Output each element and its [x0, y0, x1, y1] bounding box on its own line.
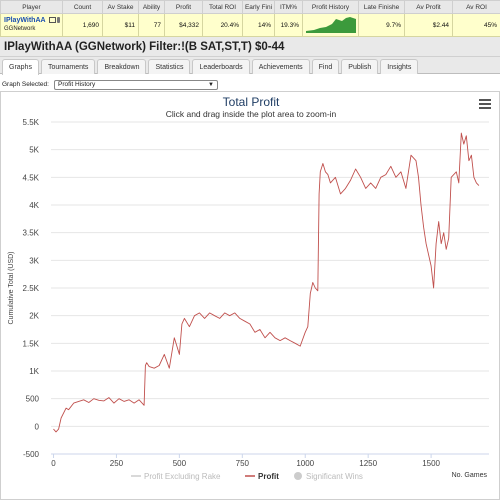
y-tick-label: 2K [29, 312, 39, 321]
col-header-av-roi[interactable]: Av ROI [452, 0, 500, 14]
tab-tournaments[interactable]: Tournaments [40, 59, 96, 74]
legend-profit: Profit [258, 472, 279, 481]
early-finish-cell: 14% [242, 13, 275, 37]
legend-significant-wins: Significant Wins [306, 472, 363, 481]
tab-bar: Graphs Tournaments Breakdown Statistics … [0, 57, 500, 75]
graph-select-dropdown[interactable]: Profit History ▼ [54, 80, 218, 90]
x-axis-label: No. Games [452, 472, 488, 479]
col-header-late-finish[interactable]: Late Finishe [358, 0, 405, 14]
x-tick-label: 0 [51, 459, 56, 468]
player-cell: IPlayWithAA GGNetwork [0, 13, 63, 37]
y-tick-label: -500 [23, 450, 40, 459]
stats-header-row: Player Count Av Stake Ability Profit Tot… [0, 0, 500, 14]
y-tick-label: 3.5K [23, 229, 40, 238]
player-network: GGNetwork [4, 26, 36, 32]
page-title: IPlayWithAA (GGNetwork) Filter:!(B SAT,S… [4, 41, 285, 53]
late-finish-cell: 9.7% [358, 13, 405, 37]
av-stake-cell: $11 [102, 13, 139, 37]
col-header-av-profit[interactable]: Av Profit [404, 0, 453, 14]
profit-cell: $4,332 [164, 13, 203, 37]
ability-cell: 77 [138, 13, 165, 37]
col-header-ability[interactable]: Ability [138, 0, 165, 14]
y-tick-label: 0 [35, 422, 40, 431]
tab-find[interactable]: Find [311, 59, 340, 74]
y-tick-label: 1K [29, 367, 39, 376]
y-axis-label: Cumulative Total (USD) [8, 251, 15, 324]
y-tick-label: 5K [29, 146, 39, 155]
chart-title: Total Profit [223, 95, 280, 109]
table-row: IPlayWithAA GGNetwork 1,690 $11 77 $4,33… [0, 13, 500, 37]
col-header-itm[interactable]: ITM% [274, 0, 303, 14]
player-stats-table: Player Count Av Stake Ability Profit Tot… [0, 0, 500, 37]
y-tick-label: 4.5K [23, 173, 40, 182]
itm-cell: 19.3% [274, 13, 303, 37]
legend-swatch-significant-wins [294, 472, 302, 480]
av-profit-cell: $2.44 [404, 13, 453, 37]
col-header-player[interactable]: Player [0, 0, 63, 14]
tab-statistics[interactable]: Statistics [148, 59, 191, 74]
chart-menu-icon[interactable] [479, 99, 491, 109]
chart-panel: Total Profit Click and drag inside the pl… [0, 91, 500, 500]
y-tick-label: 1.5K [23, 339, 40, 348]
title-bar: IPlayWithAA (GGNetwork) Filter:!(B SAT,S… [0, 37, 500, 57]
profit-series-line[interactable] [53, 132, 480, 433]
graph-select-value: Profit History [58, 81, 96, 88]
av-roi-cell: 45% [452, 13, 500, 37]
col-header-total-roi[interactable]: Total ROI [202, 0, 243, 14]
col-header-early-finish[interactable]: Early Fini [242, 0, 275, 14]
col-header-av-stake[interactable]: Av Stake [102, 0, 139, 14]
col-header-profit[interactable]: Profit [164, 0, 203, 14]
count-cell: 1,690 [62, 13, 103, 37]
tab-publish[interactable]: Publish [341, 59, 379, 74]
graph-selector-row: Graph Selected: Profit History ▼ [0, 79, 500, 91]
chevron-down-icon: ▼ [208, 82, 214, 88]
x-tick-label: 500 [173, 459, 187, 468]
y-tick-label: 3K [29, 256, 39, 265]
tab-insights[interactable]: Insights [380, 59, 419, 74]
edit-icon[interactable] [49, 17, 57, 24]
total-roi-cell: 20.4% [202, 13, 243, 37]
tab-graphs[interactable]: Graphs [2, 59, 39, 75]
y-tick-label: 5.5K [23, 118, 40, 127]
col-header-profit-history[interactable]: Profit History [302, 0, 359, 14]
x-tick-label: 750 [236, 459, 250, 468]
y-tick-label: 4K [29, 201, 39, 210]
profit-sparkline [306, 17, 356, 33]
x-tick-label: 1500 [422, 459, 440, 468]
profit-history-cell [302, 13, 359, 37]
info-icon[interactable] [57, 17, 61, 24]
legend-profit-excluding-rake: Profit Excluding Rake [144, 472, 221, 481]
x-tick-label: 250 [110, 459, 124, 468]
player-name-link[interactable]: IPlayWithAA [4, 17, 46, 24]
y-tick-label: 2.5K [23, 284, 40, 293]
x-tick-label: 1000 [296, 459, 314, 468]
tab-achievements[interactable]: Achievements [251, 59, 310, 74]
chart-subtitle: Click and drag inside the plot area to z… [166, 109, 337, 119]
tab-breakdown[interactable]: Breakdown [97, 59, 147, 74]
y-tick-label: 500 [26, 395, 40, 404]
x-tick-label: 1250 [359, 459, 377, 468]
graph-selector-label: Graph Selected: [2, 81, 49, 88]
col-header-count[interactable]: Count [62, 0, 103, 14]
tab-leaderboards[interactable]: Leaderboards [192, 59, 250, 74]
